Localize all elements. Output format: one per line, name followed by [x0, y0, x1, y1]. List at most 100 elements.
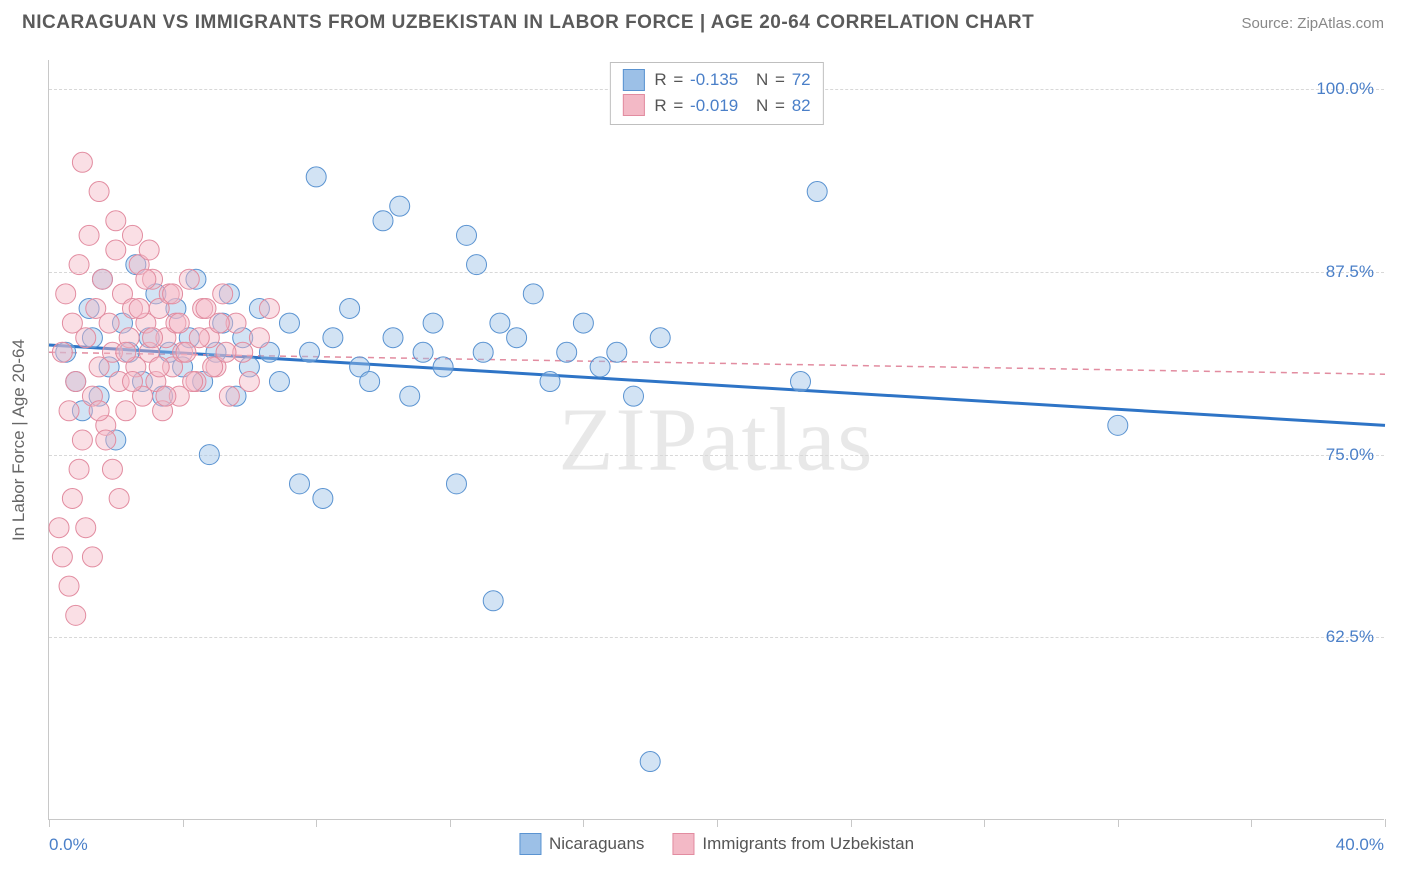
scatter-point [89, 182, 109, 202]
x-tick [1385, 819, 1386, 827]
scatter-point [323, 328, 343, 348]
scatter-point [467, 255, 487, 275]
scatter-point [99, 313, 119, 333]
scatter-point [56, 284, 76, 304]
x-tick [1251, 819, 1252, 827]
scatter-point [163, 284, 183, 304]
scatter-point [306, 167, 326, 187]
scatter-point [791, 372, 811, 392]
chart-title: NICARAGUAN VS IMMIGRANTS FROM UZBEKISTAN… [22, 12, 1034, 34]
scatter-plot-svg [49, 60, 1384, 819]
scatter-point [483, 591, 503, 611]
legend-item: Immigrants from Uzbekistan [672, 833, 914, 855]
scatter-point [129, 298, 149, 318]
scatter-point [507, 328, 527, 348]
x-tick [49, 819, 50, 827]
scatter-point [650, 328, 670, 348]
series-legend: Nicaraguans Immigrants from Uzbekistan [519, 833, 914, 855]
scatter-point [69, 255, 89, 275]
scatter-point [423, 313, 443, 333]
scatter-point [199, 445, 219, 465]
scatter-point [400, 386, 420, 406]
scatter-point [239, 372, 259, 392]
scatter-point [66, 372, 86, 392]
x-tick [717, 819, 718, 827]
legend-label: Nicaraguans [549, 834, 644, 854]
scatter-point [390, 196, 410, 216]
scatter-point [143, 328, 163, 348]
scatter-point [209, 313, 229, 333]
r-value: -0.135 [690, 67, 746, 93]
scatter-point [189, 328, 209, 348]
chart-plot-area: In Labor Force | Age 20-64 ZIPatlas 62.5… [48, 60, 1384, 820]
correlation-stats-legend: R = -0.135N = 72R = -0.019N = 82 [609, 62, 823, 125]
chart-header: NICARAGUAN VS IMMIGRANTS FROM UZBEKISTAN… [0, 0, 1406, 46]
scatter-point [52, 547, 72, 567]
scatter-point [156, 386, 176, 406]
scatter-point [109, 488, 129, 508]
scatter-point [219, 386, 239, 406]
scatter-point [116, 401, 136, 421]
x-tick [583, 819, 584, 827]
legend-item: Nicaraguans [519, 833, 644, 855]
scatter-point [106, 240, 126, 260]
y-axis-title: In Labor Force | Age 20-64 [9, 339, 29, 541]
scatter-point [290, 474, 310, 494]
scatter-point [433, 357, 453, 377]
scatter-point [72, 152, 92, 172]
scatter-point [59, 576, 79, 596]
scatter-point [279, 313, 299, 333]
scatter-point [136, 269, 156, 289]
scatter-point [49, 518, 69, 538]
scatter-point [473, 342, 493, 362]
scatter-point [106, 211, 126, 231]
scatter-point [92, 269, 112, 289]
scatter-point [640, 752, 660, 772]
stats-row: R = -0.019N = 82 [622, 93, 810, 119]
x-tick [984, 819, 985, 827]
scatter-point [1108, 415, 1128, 435]
n-label: N = 72 [756, 67, 811, 93]
x-tick [1118, 819, 1119, 827]
x-tick [450, 819, 451, 827]
scatter-point [72, 430, 92, 450]
scatter-point [807, 182, 827, 202]
scatter-point [183, 372, 203, 392]
x-axis-min-label: 0.0% [49, 835, 88, 855]
scatter-point [62, 488, 82, 508]
x-tick [183, 819, 184, 827]
scatter-point [624, 386, 644, 406]
x-tick [316, 819, 317, 827]
chart-source: Source: ZipAtlas.com [1241, 15, 1384, 32]
scatter-point [590, 357, 610, 377]
scatter-point [89, 401, 109, 421]
scatter-point [249, 328, 269, 348]
scatter-point [79, 225, 99, 245]
r-value: -0.019 [690, 93, 746, 119]
n-value: 82 [792, 96, 811, 115]
scatter-point [540, 372, 560, 392]
stats-row: R = -0.135N = 72 [622, 67, 810, 93]
scatter-point [69, 459, 89, 479]
scatter-point [82, 547, 102, 567]
scatter-point [96, 430, 116, 450]
scatter-point [607, 342, 627, 362]
scatter-point [76, 328, 96, 348]
scatter-point [457, 225, 477, 245]
scatter-point [116, 342, 136, 362]
scatter-point [169, 313, 189, 333]
scatter-point [259, 298, 279, 318]
scatter-point [413, 342, 433, 362]
scatter-point [66, 605, 86, 625]
x-tick [851, 819, 852, 827]
legend-swatch [672, 833, 694, 855]
r-label: R = -0.019 [654, 93, 746, 119]
scatter-point [139, 240, 159, 260]
scatter-point [360, 372, 380, 392]
scatter-point [59, 401, 79, 421]
scatter-point [573, 313, 593, 333]
scatter-point [123, 372, 143, 392]
scatter-point [213, 284, 233, 304]
scatter-point [102, 459, 122, 479]
scatter-point [383, 328, 403, 348]
